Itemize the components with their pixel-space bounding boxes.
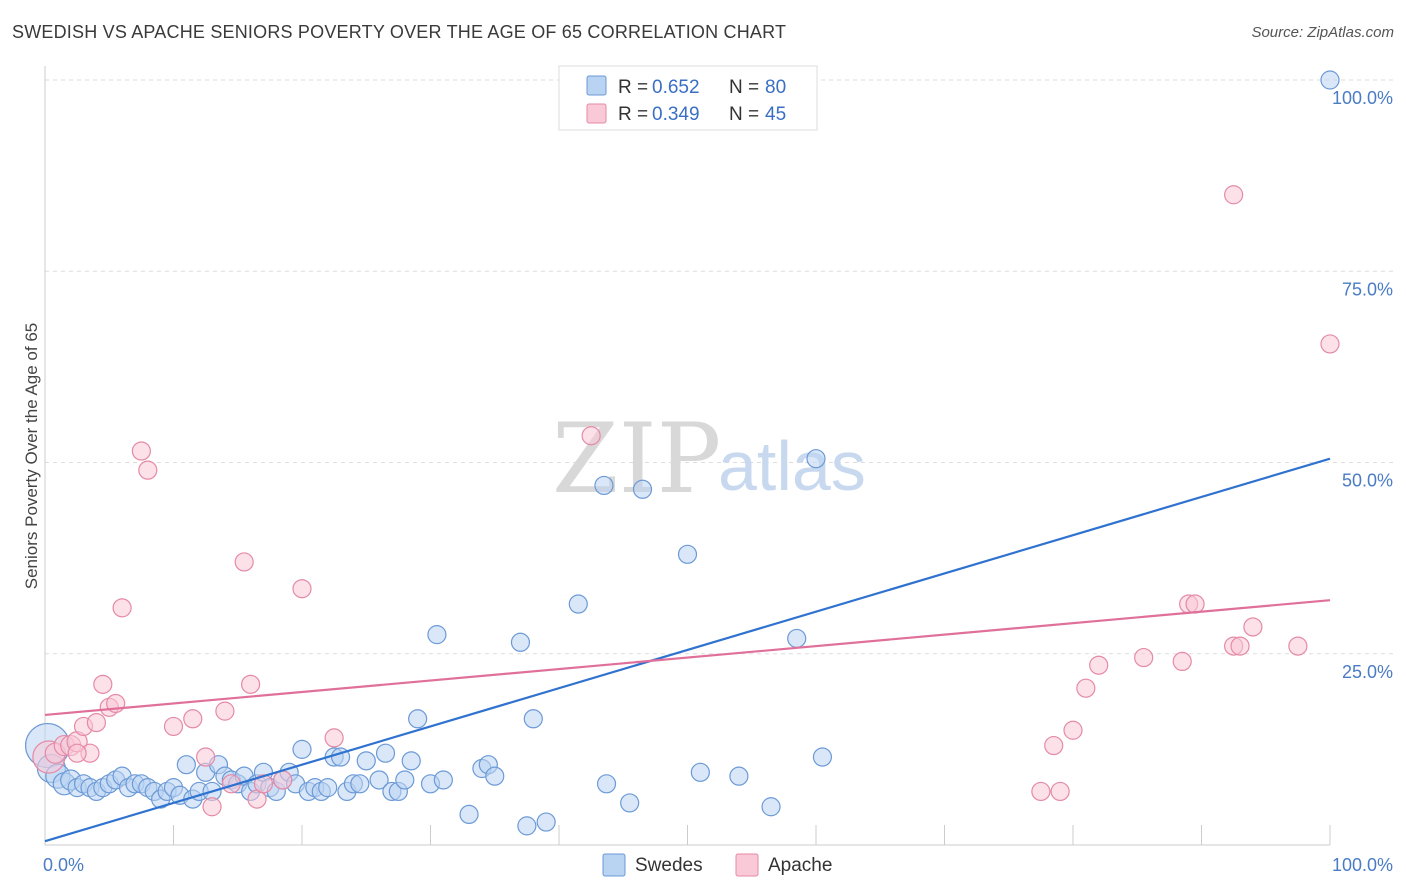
apache-point xyxy=(1050,781,1070,802)
apache-point xyxy=(1320,334,1340,354)
legend-swedes-n-label: N = xyxy=(729,77,759,98)
apache-point xyxy=(292,579,312,599)
apache-point xyxy=(273,770,293,790)
swedes-point xyxy=(568,594,588,614)
apache-point xyxy=(67,743,87,763)
apache-point xyxy=(1288,636,1308,656)
y-tick-label: 25.0% xyxy=(1342,662,1393,682)
legend-swedes-r-value: 0.652 xyxy=(652,77,700,98)
apache-point xyxy=(1185,594,1205,614)
x-tick-label: 0.0% xyxy=(43,855,84,875)
legend-bottom: Swedes Apache xyxy=(602,853,832,877)
swedes-point xyxy=(401,751,421,771)
swedes-point xyxy=(433,770,453,790)
apache-point xyxy=(1230,636,1250,656)
swedes-point xyxy=(318,778,338,798)
swedes-point xyxy=(690,762,710,782)
apache-point xyxy=(1031,781,1051,802)
swedes-point xyxy=(677,544,698,564)
legend-bottom-apache-swatch xyxy=(735,853,759,877)
trendlines xyxy=(44,457,1331,843)
y-tick-label: 100.0% xyxy=(1332,88,1393,108)
apache-point xyxy=(1224,185,1244,205)
axes xyxy=(44,66,1331,846)
watermark-zip: ZIP xyxy=(552,403,721,515)
legend-swedes-r-label: R = xyxy=(618,77,648,98)
apache-point xyxy=(202,797,222,817)
swedes-point xyxy=(427,625,447,645)
source-label: Source: ZipAtlas.com xyxy=(1251,24,1394,41)
swedes-point xyxy=(408,709,428,729)
y-axis-label: Seniors Poverty Over the Age of 65 xyxy=(22,323,41,589)
apache-point xyxy=(215,701,235,721)
legend-swedes-n-value: 80 xyxy=(765,77,786,98)
legend-swedes-swatch xyxy=(586,75,607,96)
swedes-point xyxy=(1320,70,1340,90)
chart-title: SWEDISH VS APACHE SENIORS POVERTY OVER T… xyxy=(12,22,787,42)
swedes-point xyxy=(176,755,196,775)
apache-point xyxy=(86,712,107,733)
legend-bottom-apache-label: Apache xyxy=(768,855,832,876)
apache-point xyxy=(93,674,113,694)
swedes-point xyxy=(510,632,531,652)
swedes-point xyxy=(729,766,749,786)
apache-point xyxy=(234,552,254,572)
swedes-point xyxy=(356,751,376,771)
apache-point xyxy=(581,426,601,446)
apache-point xyxy=(1044,735,1064,756)
y-tick-labels: 100.0% 75.0% 50.0% 25.0% xyxy=(1332,88,1393,682)
apache-point xyxy=(183,709,203,729)
apache-point xyxy=(1076,678,1096,698)
apache-point xyxy=(1243,617,1263,637)
swedes-point xyxy=(350,774,370,794)
swedes-point xyxy=(620,793,640,813)
apache-point xyxy=(138,460,158,480)
watermark-atlas: atlas xyxy=(718,427,866,505)
apache-point xyxy=(1134,647,1154,668)
apache-point xyxy=(131,441,151,461)
swedes-point xyxy=(459,804,479,825)
swedes-point xyxy=(632,479,653,499)
legend-bottom-swedes-label: Swedes xyxy=(635,855,703,876)
y-tick-label: 75.0% xyxy=(1342,279,1393,299)
swedes-point xyxy=(292,739,312,759)
apache-point xyxy=(1063,720,1083,740)
swedes-point xyxy=(596,774,617,794)
swedes-trendline xyxy=(44,457,1331,843)
apache-point xyxy=(324,728,344,748)
x-tick-labels: 0.0% 100.0% xyxy=(43,855,1393,875)
y-tick-label: 50.0% xyxy=(1342,471,1393,491)
swedes-point xyxy=(812,747,833,767)
swedes-point xyxy=(369,770,389,790)
apache-trendline xyxy=(44,599,1331,717)
legend-apache-n-value: 45 xyxy=(765,104,786,125)
apache-point xyxy=(241,674,261,694)
legend-apache-r-value: 0.349 xyxy=(652,104,700,125)
apache-point xyxy=(112,598,132,618)
legend-top: R = 0.652 N = 80 R = 0.349 N = 45 xyxy=(558,65,818,131)
apache-point xyxy=(1172,651,1192,672)
legend-bottom-swedes-swatch xyxy=(602,853,626,877)
swedes-point xyxy=(761,797,781,817)
swedes-point xyxy=(485,766,505,786)
legend-apache-n-label: N = xyxy=(729,104,759,125)
legend-apache-swatch xyxy=(586,103,607,124)
swedes-point xyxy=(594,475,614,496)
apache-point xyxy=(253,774,274,794)
swedes-point xyxy=(517,816,537,836)
swedes-point xyxy=(806,449,826,469)
swedes-point xyxy=(395,770,415,790)
apache-points xyxy=(32,185,1340,817)
swedes-point xyxy=(787,628,807,649)
x-tick-label: 100.0% xyxy=(1332,855,1393,875)
apache-point xyxy=(163,716,184,737)
swedes-point xyxy=(375,743,396,763)
swedes-point xyxy=(536,812,556,832)
apache-point xyxy=(1089,655,1109,675)
legend-apache-r-label: R = xyxy=(618,104,648,125)
swedes-point xyxy=(523,709,543,729)
apache-point xyxy=(196,747,216,767)
